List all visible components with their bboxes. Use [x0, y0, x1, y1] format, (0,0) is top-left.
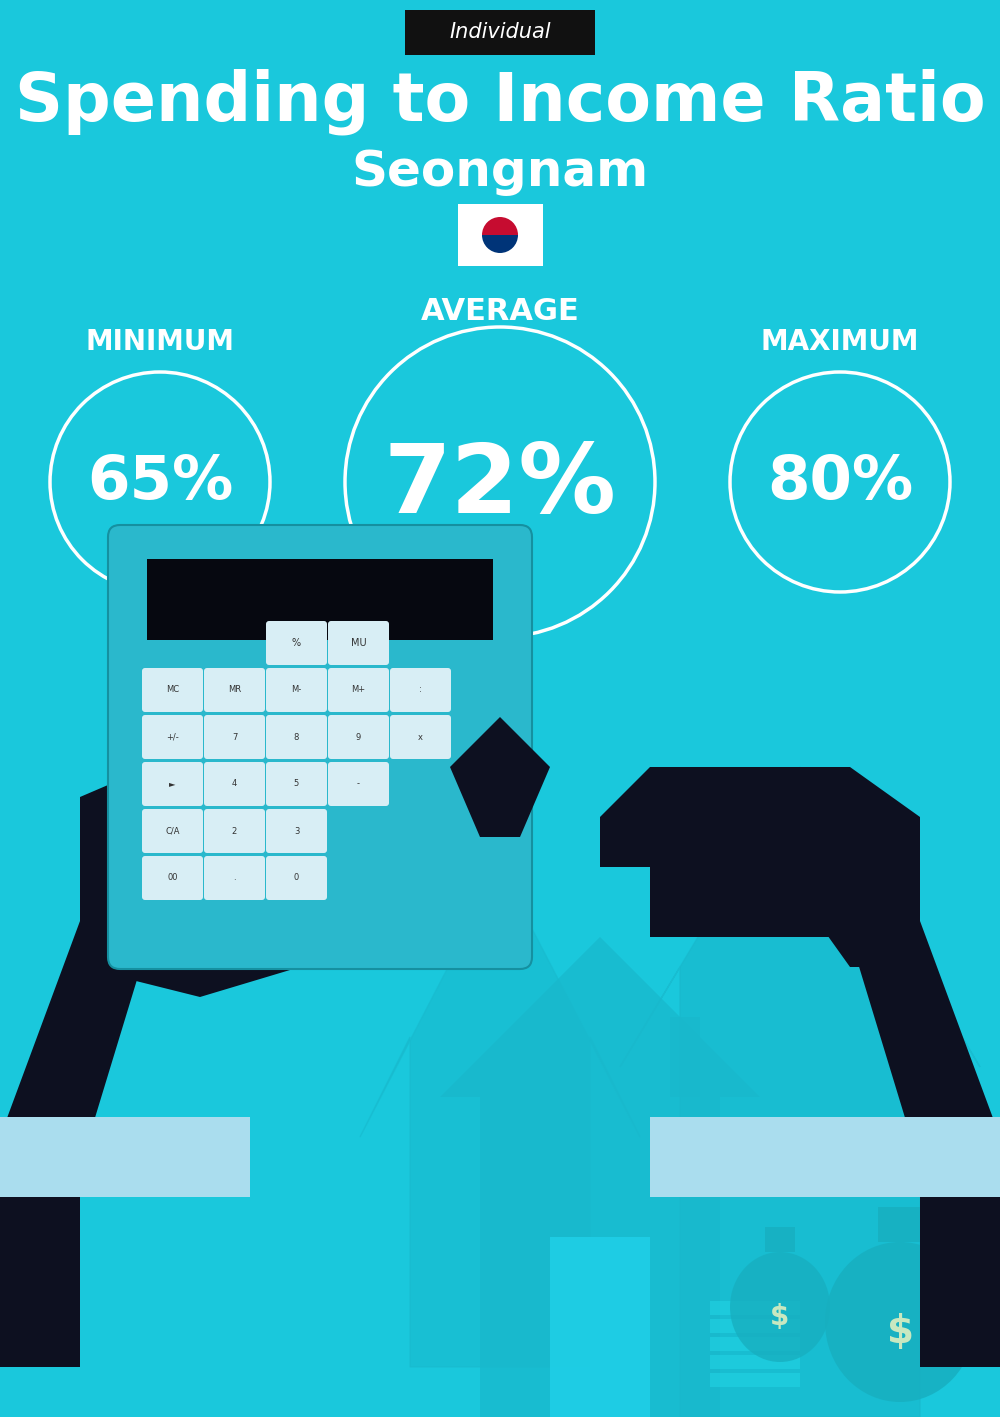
Text: 80%: 80%	[767, 452, 913, 512]
Ellipse shape	[730, 1253, 830, 1362]
Text: 9: 9	[356, 733, 361, 741]
Text: -: -	[357, 779, 360, 788]
Text: 00: 00	[167, 873, 178, 883]
Text: C/A: C/A	[165, 826, 180, 836]
Text: MR: MR	[228, 686, 241, 694]
Text: 72%: 72%	[384, 441, 616, 533]
Polygon shape	[620, 767, 980, 1417]
Text: AVERAGE: AVERAGE	[421, 298, 579, 326]
Text: M+: M+	[351, 686, 366, 694]
FancyBboxPatch shape	[266, 809, 327, 853]
FancyBboxPatch shape	[204, 856, 265, 900]
Text: ►: ►	[169, 779, 176, 788]
FancyBboxPatch shape	[204, 667, 265, 711]
FancyBboxPatch shape	[328, 716, 389, 760]
Wedge shape	[482, 217, 518, 235]
FancyBboxPatch shape	[204, 716, 265, 760]
Polygon shape	[360, 867, 640, 1367]
Text: :: :	[419, 686, 422, 694]
Polygon shape	[670, 1017, 700, 1097]
Text: 8: 8	[294, 733, 299, 741]
FancyBboxPatch shape	[142, 667, 203, 711]
Polygon shape	[550, 1237, 650, 1417]
Text: MC: MC	[166, 686, 179, 694]
Polygon shape	[450, 717, 550, 837]
FancyBboxPatch shape	[142, 716, 203, 760]
Wedge shape	[482, 235, 518, 254]
Text: +/-: +/-	[166, 733, 179, 741]
FancyBboxPatch shape	[266, 667, 327, 711]
Text: MINIMUM: MINIMUM	[86, 327, 234, 356]
FancyBboxPatch shape	[405, 10, 595, 54]
FancyBboxPatch shape	[204, 809, 265, 853]
Text: $: $	[887, 1314, 914, 1350]
FancyBboxPatch shape	[142, 762, 203, 806]
FancyBboxPatch shape	[142, 856, 203, 900]
FancyBboxPatch shape	[266, 621, 327, 665]
Polygon shape	[710, 1355, 800, 1369]
Text: 7: 7	[232, 733, 237, 741]
Polygon shape	[480, 1097, 720, 1417]
FancyBboxPatch shape	[390, 716, 451, 760]
FancyBboxPatch shape	[147, 558, 493, 640]
Polygon shape	[878, 1207, 922, 1241]
Text: 65%: 65%	[87, 452, 233, 512]
Polygon shape	[710, 1338, 800, 1350]
FancyBboxPatch shape	[266, 762, 327, 806]
Text: MAXIMUM: MAXIMUM	[761, 327, 919, 356]
Text: x: x	[418, 733, 423, 741]
FancyBboxPatch shape	[328, 621, 389, 665]
FancyBboxPatch shape	[266, 856, 327, 900]
Ellipse shape	[825, 1241, 975, 1401]
Text: 3: 3	[294, 826, 299, 836]
Polygon shape	[710, 1319, 800, 1333]
Polygon shape	[650, 1117, 1000, 1197]
FancyBboxPatch shape	[458, 204, 542, 266]
FancyBboxPatch shape	[204, 762, 265, 806]
Text: 4: 4	[232, 779, 237, 788]
Polygon shape	[650, 867, 1000, 1367]
Text: MU: MU	[351, 638, 366, 648]
FancyBboxPatch shape	[390, 667, 451, 711]
Text: 2: 2	[232, 826, 237, 836]
Text: .: .	[233, 873, 236, 883]
Polygon shape	[80, 767, 300, 998]
FancyBboxPatch shape	[266, 716, 327, 760]
Polygon shape	[440, 937, 760, 1097]
Polygon shape	[600, 767, 920, 966]
FancyBboxPatch shape	[328, 667, 389, 711]
Text: Individual: Individual	[449, 23, 551, 43]
Text: M-: M-	[291, 686, 302, 694]
FancyBboxPatch shape	[142, 809, 203, 853]
FancyBboxPatch shape	[108, 526, 532, 969]
Polygon shape	[0, 1117, 250, 1197]
Text: %: %	[292, 638, 301, 648]
Polygon shape	[0, 867, 250, 1367]
Polygon shape	[710, 1301, 800, 1315]
Text: Spending to Income Ratio: Spending to Income Ratio	[15, 69, 985, 135]
Text: 0: 0	[294, 873, 299, 883]
Text: 5: 5	[294, 779, 299, 788]
Polygon shape	[765, 1227, 795, 1253]
FancyBboxPatch shape	[328, 762, 389, 806]
Text: $: $	[770, 1304, 790, 1331]
Polygon shape	[710, 1373, 800, 1387]
Text: Seongnam: Seongnam	[351, 147, 649, 196]
